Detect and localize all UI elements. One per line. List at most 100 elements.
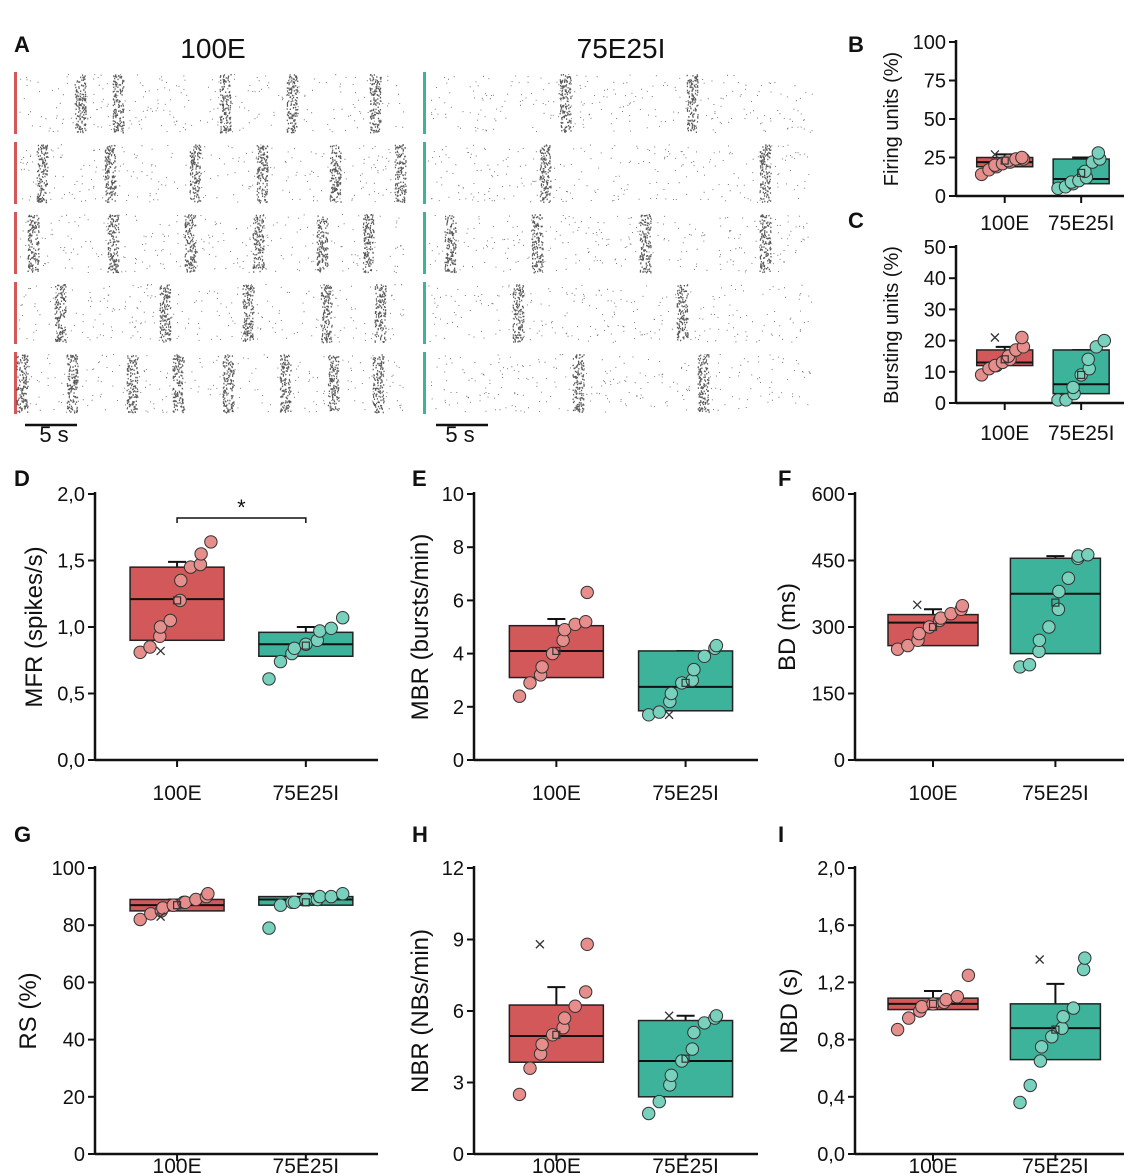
raster-75E25I-spikes [431,354,811,413]
panel-g: G RS (%) 0 20 40 60 80 100 100E 75E25I [14,822,378,1176]
data-point [1033,1054,1048,1068]
data-point [1066,1001,1081,1015]
y-tick-label: 0,4 [817,1087,845,1109]
y-tick-label: 0 [453,750,464,772]
raster-75E25I-spikes [428,144,810,203]
data-point [287,895,302,909]
box-75E25I [258,611,354,686]
mean-marker [681,1054,690,1063]
data-point [1076,962,1091,977]
mean-marker [301,898,310,907]
data-point [579,985,593,999]
data-point [273,654,288,669]
x-tick-label: 100E [532,1155,581,1176]
x-tick-label: 100E [153,1155,202,1176]
x-tick-label: 100E [532,782,581,805]
scale-bar-label-right: 5 s [445,422,474,447]
data-point [685,1042,699,1056]
mean-marker [301,641,310,650]
x-tick-label: 100E [908,1155,957,1176]
raster-title-100E: 100E [180,33,245,64]
raster-75E25I [423,72,813,414]
raster-100E-spikes [16,354,404,414]
data-point [579,615,593,629]
raster-100E-lane-marker [14,282,17,344]
data-point [1078,951,1092,965]
box-75E25I [1051,146,1110,196]
data-point [652,1094,666,1109]
y-axis-label: RS (%) [15,972,42,1049]
panel-label-d: D [14,466,30,491]
raster-75E25I-spikes [431,74,813,133]
y-axis-label: Bursting units (%) [881,246,903,404]
y-tick-label: 0,8 [817,1030,845,1052]
data-point [1015,150,1029,165]
panel-label-h: H [412,822,428,847]
y-tick-label: 0,0 [57,750,85,772]
data-point [902,1011,916,1025]
y-tick-label: 12 [442,858,464,880]
x-tick-label: 100E [908,782,957,805]
data-point [1022,658,1037,672]
y-tick-label: 75 [924,71,946,93]
data-point [557,623,572,637]
extreme-marker [990,333,1000,342]
y-tick-label: 2,0 [817,858,845,880]
y-tick-label: 80 [63,915,85,937]
panel-label-f: F [778,466,791,491]
data-point [299,892,313,907]
data-point [955,599,970,613]
y-tick-label: 0 [935,186,946,208]
data-point [1091,146,1106,160]
box-100E [129,887,225,927]
mean-marker [1051,598,1060,607]
panel-c: C Bursting units (%) 0 10 20 30 40 50 100E 75E25I [848,208,1124,445]
data-point [1032,633,1047,647]
y-axis-label: NBR (NBs/min) [407,929,434,1093]
data-point [1032,644,1046,659]
data-point [194,547,208,561]
panel-label-g: G [14,822,31,847]
panel-f: F BD (ms) 0 150 300 450 600 100E 75E25I [774,466,1124,805]
data-point [512,689,527,703]
data-point [1061,571,1076,585]
mean-marker [552,646,561,656]
box-100E [508,585,605,703]
raster-100E-spikes [19,74,404,134]
raster-75E25I-lane-marker [423,282,426,344]
data-point [153,620,168,634]
data-point [324,889,338,904]
panel-label-c: C [848,208,864,233]
raster-100E-spikes [19,284,405,344]
data-point [174,573,188,588]
data-point [912,626,926,641]
y-tick-label: 8 [453,537,464,559]
y-tick-label: 0,5 [57,684,85,706]
y-tick-label: 100 [52,858,85,880]
data-point [1081,548,1095,562]
extreme-marker [664,1011,674,1021]
y-axis-label: BD (ms) [774,583,801,671]
x-tick-label: 75E25I [1022,1155,1089,1176]
data-point [336,887,350,901]
y-tick-label: 100 [913,32,946,54]
mean-marker [928,999,938,1008]
raster-75E25I-lane-marker [423,142,426,204]
y-tick-label: 0 [834,750,845,772]
mean-marker [1077,168,1086,177]
mean-marker [1000,156,1009,165]
box-75E25I [1009,951,1102,1110]
data-point [523,1061,537,1075]
x-tick-label: 75E25I [273,1155,340,1176]
panel-label-a: A [14,32,30,57]
data-point [1034,1040,1049,1054]
y-tick-label: 10 [924,362,946,384]
y-tick-label: 600 [812,484,845,506]
data-point [1023,1078,1037,1093]
data-point [535,660,549,674]
extreme-marker [156,646,166,656]
y-axis-label: MFR (spikes/s) [21,546,48,707]
data-point [143,640,157,654]
data-point [133,912,147,927]
data-point [664,1068,678,1083]
